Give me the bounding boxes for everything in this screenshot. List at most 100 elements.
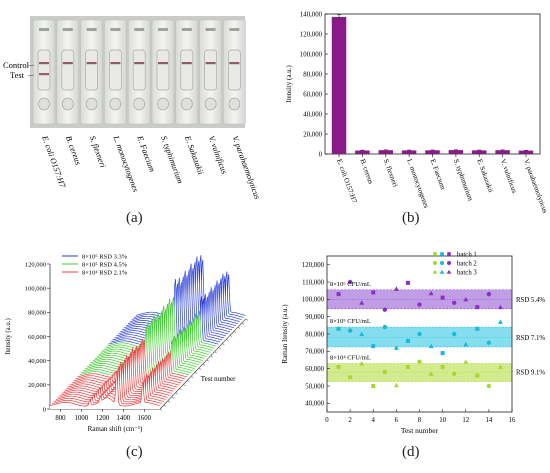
strip-label-mark bbox=[205, 28, 216, 31]
x-tick-label: 6 bbox=[395, 417, 399, 424]
strip-photo: E. coli O157:H7B. cereus S. flexneri L. mo… bbox=[3, 16, 262, 200]
depth-tick bbox=[214, 351, 217, 354]
depth-tick bbox=[222, 343, 225, 346]
strip-window bbox=[109, 49, 122, 91]
panel-a: E. coli O157:H7 B. cereus S. flexneri L. mo… bbox=[0, 0, 275, 234]
x-tick-label: 0 bbox=[325, 417, 329, 424]
data-point-triangle bbox=[359, 331, 365, 336]
x-tick-label: 10 bbox=[439, 417, 446, 424]
y-tick-label: 80,000 bbox=[28, 310, 46, 317]
data-point-triangle bbox=[463, 359, 469, 364]
depth-tick bbox=[226, 339, 229, 342]
x-tick-label: 2 bbox=[348, 417, 352, 424]
y-tick-label: 120,000 bbox=[302, 262, 325, 269]
depth-tick bbox=[183, 384, 186, 387]
strip-window bbox=[61, 49, 75, 91]
strip-label-mark bbox=[86, 28, 97, 31]
data-point-square bbox=[336, 292, 341, 297]
strip-label-mark bbox=[110, 28, 121, 31]
x-tick-label: 12 bbox=[462, 417, 469, 424]
sample-well bbox=[109, 97, 122, 111]
x-tick-label: L. monocytogenes bbox=[405, 158, 430, 210]
legend-marker bbox=[439, 269, 445, 274]
spectra-chart: 0 20,000 40,000 60,000 80,000 100,000 120,000 I… bbox=[5, 254, 248, 433]
strip-name: S. typhimurium bbox=[159, 135, 185, 185]
bar bbox=[331, 17, 347, 154]
strip-window bbox=[85, 49, 98, 91]
strip-label-mark bbox=[39, 28, 49, 31]
control-line-label: Control bbox=[3, 60, 30, 70]
x-tick-label: 1400 bbox=[117, 415, 131, 422]
sample-well bbox=[180, 97, 193, 111]
rsd-label: RSD 9.1% bbox=[516, 370, 545, 377]
data-point-square bbox=[405, 280, 410, 285]
x-tick-label: B. cereus bbox=[359, 158, 376, 185]
strip-label-mark bbox=[158, 28, 168, 31]
strip-label-mark bbox=[229, 28, 240, 31]
legend-marker bbox=[446, 269, 452, 274]
depth-tick bbox=[194, 371, 198, 374]
data-point-circle bbox=[486, 291, 492, 297]
data-point-circle bbox=[347, 328, 353, 333]
y-tick-label: 120,000 bbox=[300, 32, 323, 39]
y-tick-label: 70,000 bbox=[305, 349, 324, 356]
spectrum-fill bbox=[102, 298, 213, 354]
strip-label-mark bbox=[134, 28, 145, 31]
bar bbox=[448, 150, 464, 154]
depth-tick bbox=[241, 322, 245, 325]
spectrum-fill bbox=[50, 370, 160, 409]
group-label: 8×10⁶ CFU/mL bbox=[330, 281, 371, 288]
group-label: 8×10⁵ CFU/mL bbox=[330, 318, 371, 325]
depth-tick bbox=[237, 326, 241, 329]
sample-well bbox=[133, 97, 146, 111]
legend-label: batch 1 bbox=[457, 251, 477, 258]
data-point-triangle bbox=[393, 286, 399, 291]
x-axis-label: Raman shift (cm⁻¹) bbox=[88, 425, 143, 433]
legend-marker bbox=[440, 261, 444, 265]
data-point-square bbox=[336, 326, 341, 331]
data-point-square bbox=[405, 364, 410, 369]
spectrum-fill bbox=[81, 321, 192, 377]
strip-window bbox=[228, 49, 241, 91]
y-tick-label: 110,000 bbox=[302, 279, 324, 286]
y-tick-label: 100,000 bbox=[300, 52, 323, 59]
panel-label-c: (c) bbox=[126, 444, 143, 460]
depth-tick bbox=[233, 330, 237, 333]
y-tick-label: 100,000 bbox=[302, 297, 325, 304]
data-point-circle bbox=[451, 371, 457, 377]
sample-well bbox=[85, 97, 98, 111]
data-point-square bbox=[336, 364, 341, 369]
data-point-circle bbox=[451, 331, 457, 337]
data-point-triangle bbox=[428, 343, 434, 349]
data-point-circle bbox=[382, 307, 388, 312]
strip-name: E. Sakazakii bbox=[183, 134, 206, 177]
bar-chart: 0 20,000 40,000 60,000 80,000 100,000 120,000 1… bbox=[285, 12, 549, 215]
data-point-circle bbox=[417, 331, 422, 337]
depth-tick bbox=[175, 392, 178, 395]
x-axis-label: Test number bbox=[401, 426, 439, 435]
control-line bbox=[86, 62, 97, 65]
y-tick-label: 40,000 bbox=[28, 358, 46, 365]
x-tick-label: V. vulnificus bbox=[499, 158, 519, 194]
depth-tick bbox=[159, 408, 163, 411]
strip-window bbox=[132, 49, 146, 91]
legend-marker bbox=[447, 252, 451, 256]
scatter-chart: 40,000 50,000 60,000 70,000 80,000 90,000 100,… bbox=[281, 251, 545, 435]
spectrum-fill bbox=[90, 312, 201, 366]
x-tick-label: 800 bbox=[55, 415, 66, 422]
x-tick-label: E. coli O157:H7 bbox=[335, 158, 358, 205]
data-point-square bbox=[475, 326, 480, 331]
data-point-triangle bbox=[497, 364, 503, 369]
bar bbox=[425, 150, 440, 154]
legend-marker bbox=[440, 252, 444, 256]
bar bbox=[471, 150, 487, 154]
y-axis-label: Itensity (a.u.) bbox=[285, 65, 293, 103]
y-axis-label: Raman Itensity (a.u.) bbox=[281, 304, 289, 364]
data-point-circle bbox=[382, 324, 388, 330]
test-line-label: Test bbox=[10, 70, 25, 80]
y-tick-label: 80,000 bbox=[303, 72, 322, 79]
depth-tick bbox=[163, 404, 167, 407]
test-pointer bbox=[27, 74, 35, 77]
strip-window bbox=[156, 49, 170, 91]
y-tick-label: 40,000 bbox=[305, 401, 324, 408]
